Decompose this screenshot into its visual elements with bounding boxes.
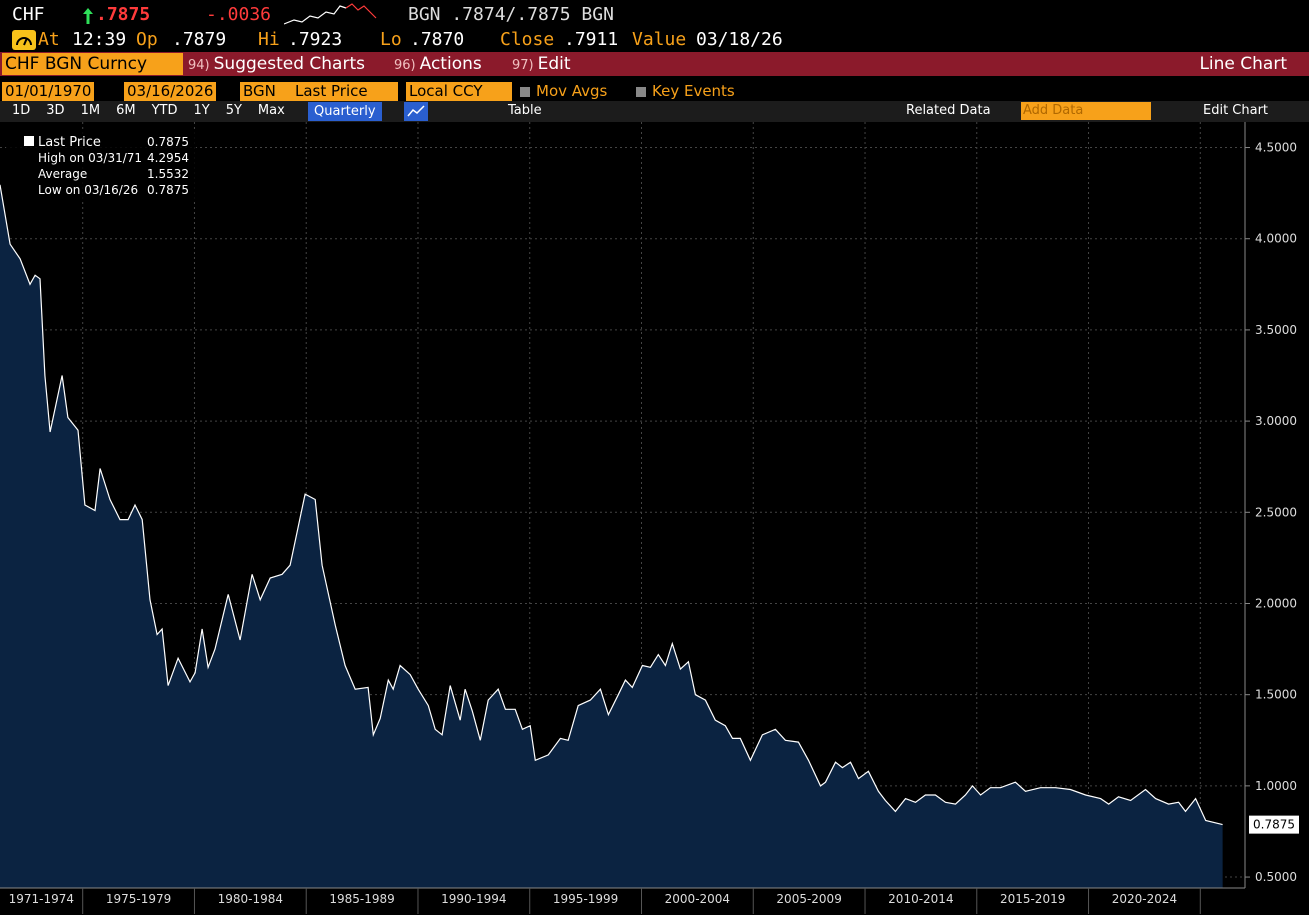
last-price-marker: 0.7875 [1253,818,1295,832]
range-button[interactable]: 1Y [193,103,210,118]
close: .7911 [564,29,619,50]
time-label: At [38,29,60,50]
last-price-box [1249,815,1299,834]
legend-value: 1.5532 [147,167,189,181]
menu-number: 97) [512,58,534,73]
y-tick-label: 1.5000 [1255,688,1297,702]
legend-label: Low on 03/16/26 [38,183,138,197]
close-label: Close [500,29,555,50]
x-period-label: 1990-1994 [441,892,506,906]
legend-label: Last Price [38,135,101,150]
range-button[interactable]: YTD [151,103,178,118]
live-icon [12,30,36,50]
price-line [0,184,1223,826]
range-button[interactable]: Max [257,103,285,118]
value-date: 03/18/26 [696,29,783,50]
value-label: Value [632,29,687,50]
open-label: Op [136,29,158,50]
y-tick-label: 2.0000 [1255,596,1297,610]
y-tick-label: 3.5000 [1255,323,1297,337]
area-fill [0,184,1223,889]
time: 12:39 [72,29,127,50]
x-period-label: 2015-2019 [1000,892,1065,906]
x-period-label: 2020-2024 [1112,892,1177,906]
menu-label: Actions [419,54,482,74]
y-tick-label: 1.0000 [1255,779,1297,793]
source[interactable]: BGN [240,82,292,101]
range-button[interactable]: 6M [116,103,136,118]
menu-number: 96) [394,58,416,73]
open: .7879 [172,29,227,50]
x-period-label: 1985-1989 [329,892,394,906]
x-period-label: 2000-2004 [665,892,730,906]
range-button[interactable]: 1M [80,103,101,118]
up-arrow-icon [83,8,93,24]
period[interactable]: Quarterly [308,102,382,121]
legend-value: 4.2954 [147,151,189,165]
related-data[interactable]: Related Data [906,103,991,118]
bid-ask: BGN .7874/.7875 BGN [408,4,614,25]
y-tick-label: 0.5000 [1255,870,1297,884]
x-period-label: 2005-2009 [776,892,841,906]
low: .7870 [410,29,465,50]
y-tick-label: 3.0000 [1255,414,1297,428]
checkbox[interactable] [636,87,646,97]
menu-number: 94) [188,58,210,73]
chart: 0.5000 1.0000 1.5000 2.0000 2.5000 3.0000 3.50… [0,122,1299,914]
x-period-label: 1971-1974 [9,892,74,906]
x-period-label: 1980-1984 [218,892,283,906]
net-change: -.0036 [206,4,272,25]
ticker: CHF [12,4,45,25]
y-tick-label: 2.5000 [1255,505,1297,519]
table-button[interactable]: Table [508,103,542,118]
sparkline-icon [284,3,377,25]
currency[interactable]: Local CCY [406,82,512,101]
menu-suggested[interactable]: 94) Suggested Charts [188,52,365,76]
security-field[interactable]: CHF BGN Curncy [2,53,183,75]
legend-label: High on 03/31/71 [38,151,142,165]
view-name: Line Chart [1199,52,1287,76]
range-button[interactable]: 3D [46,103,65,118]
low-label: Lo [380,29,402,50]
legend-value: 0.7875 [147,183,189,197]
end-date[interactable]: 03/16/2026 [124,82,217,101]
legend-swatch [24,136,34,146]
line-icon[interactable] [404,102,428,121]
legend-background [6,132,196,200]
x-period-label: 2010-2014 [888,892,953,906]
x-period-label: 1975-1979 [106,892,171,906]
menu-label: Suggested Charts [213,54,365,74]
high-label: Hi [258,29,280,50]
legend-label: Average [38,167,87,181]
last-price: .7875 [96,4,151,25]
menu-label: Edit [537,54,571,74]
start-date[interactable]: 01/01/1970 [2,82,95,101]
key-events[interactable]: Key Events [652,82,735,100]
high: .7923 [288,29,343,50]
range-button[interactable]: 1D [12,103,31,118]
y-tick-label: 4.5000 [1255,141,1297,155]
mov-avgs[interactable]: Mov Avgs [536,82,608,100]
range-buttons: 1D 3D 1M 6M YTD 1Y 5Y Max [4,101,293,121]
menu-actions[interactable]: 96) Actions [394,52,482,76]
edit-chart[interactable]: Edit Chart [1203,103,1269,118]
legend: Last Price 0.7875 High on 03/31/71 4.2954 Av… [6,132,196,200]
menu-edit[interactable]: 97) Edit [512,52,571,76]
range-button[interactable]: 5Y [225,103,242,118]
legend-value: 0.7875 [147,135,189,149]
field[interactable]: Last Price [292,82,398,101]
add-data[interactable]: Add Data [1021,102,1151,120]
y-tick-label: 4.0000 [1255,232,1297,246]
x-period-label: 1995-1999 [553,892,618,906]
checkbox[interactable] [520,87,530,97]
